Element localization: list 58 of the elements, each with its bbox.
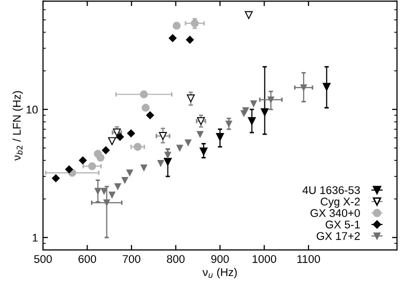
- point: [216, 132, 224, 141]
- point: [140, 164, 148, 172]
- x-tick-label: 1100: [297, 255, 320, 263]
- point: [244, 11, 253, 20]
- point: [88, 162, 96, 170]
- point: [108, 192, 116, 198]
- point: [200, 147, 208, 156]
- point: [158, 132, 167, 140]
- point: [242, 107, 249, 114]
- legend-label: GX 5-1: [326, 220, 360, 228]
- point: [52, 174, 60, 182]
- point: [164, 158, 172, 166]
- point: [168, 34, 177, 42]
- point: [260, 108, 269, 116]
- point: [114, 183, 122, 190]
- x-tick-label: 700: [122, 255, 140, 263]
- point: [134, 142, 142, 151]
- x-tick-label: 1000: [252, 255, 276, 263]
- point: [184, 139, 192, 146]
- point: [142, 104, 150, 112]
- x-axis-title: ν$_{u}$ (Hz): [202, 268, 237, 278]
- point: [248, 117, 256, 126]
- point: [127, 129, 135, 138]
- point: [65, 165, 74, 174]
- x-tick-label: 900: [211, 255, 229, 263]
- point: [250, 100, 257, 107]
- point: [116, 132, 124, 141]
- x-tick-label: 800: [166, 255, 185, 263]
- point: [78, 156, 87, 164]
- point: [102, 146, 110, 154]
- y-axis-title: ν$_{b2}$ / LFN (Hz): [12, 91, 23, 161]
- point: [176, 144, 183, 152]
- point: [94, 188, 102, 194]
- point: [186, 36, 194, 44]
- point: [268, 96, 274, 103]
- point: [96, 154, 104, 162]
- y-tick-label: 1: [32, 234, 38, 242]
- x-tick-label: 500: [34, 255, 52, 263]
- point: [108, 137, 116, 146]
- point: [157, 160, 164, 166]
- point: [172, 22, 181, 30]
- point: [140, 90, 148, 98]
- point: [164, 152, 172, 158]
- point: [122, 176, 128, 184]
- point: [322, 82, 331, 91]
- point: [196, 130, 204, 138]
- point: [126, 170, 133, 176]
- legend-label: GX 17+2: [316, 232, 360, 240]
- point: [146, 111, 154, 120]
- legend-label: Cyg X-2: [320, 198, 360, 208]
- legend-label: GX 340+0: [310, 209, 360, 218]
- y-tick-label: 10: [26, 106, 38, 114]
- point: [226, 120, 232, 128]
- x-tick-label: 600: [78, 255, 96, 263]
- point: [186, 94, 195, 102]
- legend-label: 4U 1636-53: [302, 186, 360, 194]
- point: [103, 199, 110, 206]
- point: [300, 84, 307, 91]
